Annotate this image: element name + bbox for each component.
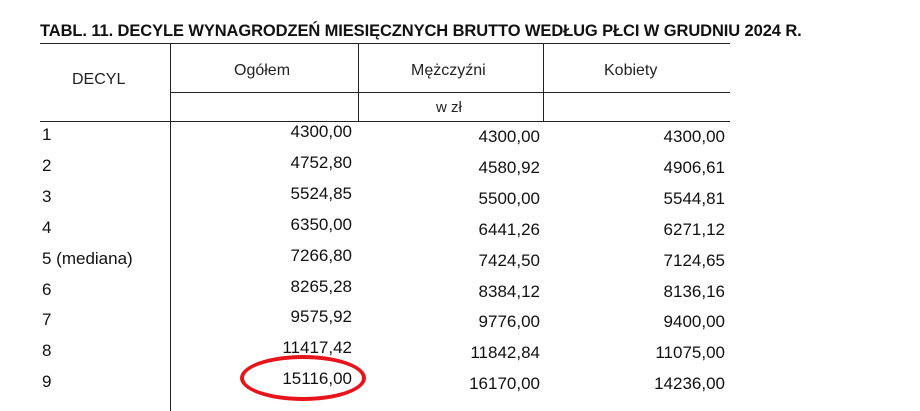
cell-decyl: 9 — [42, 372, 52, 392]
cell-decyl: 2 — [42, 155, 52, 175]
cell-ogolem: 4300,00 — [290, 122, 352, 141]
cell-kobiety: 7124,65 — [663, 250, 725, 270]
cell-mezczyzni: 7424,50 — [478, 250, 540, 270]
cell-mezczyzni: 4300,00 — [478, 127, 540, 146]
cell-ogolem: 9575,92 — [290, 307, 352, 327]
cell-ogolem: 6350,00 — [290, 214, 352, 234]
header-unit: w zł — [436, 99, 462, 116]
cell-decyl: 8 — [42, 341, 52, 361]
header-mezczyzni: Mężczyźni — [411, 62, 486, 79]
cell-ogolem: 8265,28 — [290, 276, 352, 296]
cell-kobiety: 6271,12 — [663, 219, 725, 239]
cell-ogolem: 11417,42 — [282, 338, 352, 358]
header-decyl: DECYL — [72, 71, 126, 88]
column-divider — [358, 44, 359, 122]
column-divider — [543, 44, 544, 122]
cell-kobiety: 4906,61 — [663, 157, 725, 177]
cell-decyl: 6 — [42, 279, 52, 299]
cell-kobiety: 11075,00 — [655, 343, 725, 363]
cell-mezczyzni: 11842,84 — [470, 343, 540, 363]
cell-mezczyzni: 4580,92 — [478, 157, 540, 177]
cell-mezczyzni: 16170,00 — [469, 374, 540, 394]
cell-kobiety: 4300,00 — [663, 127, 725, 146]
cell-kobiety: 8136,16 — [663, 281, 725, 301]
header-kobiety: Kobiety — [604, 62, 658, 79]
cell-decyl: 4 — [42, 217, 52, 237]
cell-mezczyzni: 5500,00 — [478, 188, 540, 208]
cell-kobiety: 5544,81 — [663, 188, 725, 208]
highlight-circle — [240, 355, 366, 401]
unit-row-top-rule — [170, 92, 730, 93]
cell-decyl: 3 — [42, 186, 52, 206]
cell-kobiety: 9400,00 — [663, 312, 725, 332]
header-ogolem: Ogółem — [234, 62, 291, 79]
cell-mezczyzni: 9776,00 — [478, 312, 540, 332]
title-rule — [40, 43, 730, 44]
cell-ogolem: 7266,80 — [290, 245, 352, 265]
column-divider — [170, 44, 171, 411]
cell-mezczyzni: 6441,26 — [478, 219, 540, 239]
cell-mezczyzni: 8384,12 — [478, 281, 540, 301]
cell-kobiety: 14236,00 — [654, 374, 725, 394]
cell-decyl: 5 (mediana) — [42, 248, 133, 268]
table-title: TABL. 11. DECYLE WYNAGRODZEŃ MIESIĘCZNYC… — [40, 22, 802, 40]
cell-decyl: 7 — [42, 310, 52, 330]
cell-ogolem: 4752,80 — [290, 152, 352, 172]
cell-ogolem: 5524,85 — [290, 183, 352, 203]
header-bottom-rule — [40, 121, 730, 122]
cell-decyl: 1 — [42, 125, 52, 144]
